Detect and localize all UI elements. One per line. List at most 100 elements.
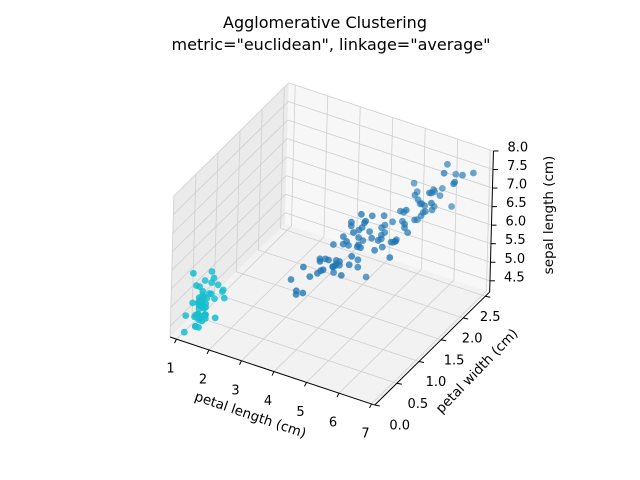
data-point xyxy=(195,324,202,331)
data-point xyxy=(355,234,362,241)
data-point xyxy=(386,254,394,261)
z-gridline xyxy=(172,119,289,234)
data-point xyxy=(417,212,425,220)
data-point xyxy=(381,229,389,236)
data-point xyxy=(354,256,362,264)
data-point xyxy=(330,241,337,248)
data-point xyxy=(426,189,433,197)
data-point xyxy=(287,276,295,283)
data-point xyxy=(292,287,300,295)
data-point xyxy=(374,236,382,244)
z-gridline xyxy=(171,156,288,271)
data-point xyxy=(450,180,457,188)
data-point xyxy=(357,244,364,252)
x-tick-mark xyxy=(271,371,275,376)
x-tick-mark xyxy=(174,338,177,344)
x-gridline xyxy=(486,149,491,291)
y-tick-mark xyxy=(485,295,491,298)
x-gridline xyxy=(306,268,422,383)
x-tick-label: 6 xyxy=(329,416,337,431)
y-gridline xyxy=(236,271,442,341)
y-gridline xyxy=(280,87,285,229)
data-point xyxy=(440,169,448,177)
x-gridline xyxy=(388,117,394,259)
data-point xyxy=(347,222,355,230)
data-point xyxy=(330,269,337,276)
z-tick-label: 7.0 xyxy=(506,178,527,193)
data-point xyxy=(354,263,362,271)
data-point xyxy=(410,179,418,187)
chart-title-line-2: metric="euclidean", linkage="average" xyxy=(172,35,491,54)
x-tick-mark xyxy=(206,349,210,355)
z-tick-label: 4.5 xyxy=(504,270,525,285)
z-gridline xyxy=(288,82,494,152)
y-tick-mark xyxy=(463,317,469,320)
x-tick-label: 5 xyxy=(296,405,304,420)
axes-panes xyxy=(170,82,494,406)
data-points xyxy=(180,160,477,336)
x-gridline xyxy=(371,290,487,405)
data-point xyxy=(199,291,207,299)
data-point xyxy=(343,238,350,245)
data-point xyxy=(428,206,436,214)
data-point xyxy=(194,310,202,318)
data-point xyxy=(350,229,357,236)
x-tick-mark xyxy=(336,392,340,398)
data-point xyxy=(401,224,408,232)
data-point xyxy=(337,272,345,279)
x-gridline xyxy=(356,106,361,248)
z-tick-label: 8.0 xyxy=(507,140,528,155)
data-point xyxy=(325,256,332,264)
data-point xyxy=(202,311,209,319)
z-gridline xyxy=(173,82,290,197)
z-tick-label: 7.5 xyxy=(507,159,528,174)
z-gridline xyxy=(170,193,287,308)
y-gridline xyxy=(280,227,486,297)
data-point xyxy=(411,216,418,224)
data-point xyxy=(438,185,446,192)
data-point xyxy=(452,170,460,178)
data-point xyxy=(336,258,343,265)
x-gridline xyxy=(421,128,426,270)
data-point xyxy=(180,328,188,336)
y-axis-line xyxy=(374,291,491,406)
data-point xyxy=(402,206,410,214)
z-gridline xyxy=(286,175,492,245)
back-wall-pane xyxy=(284,82,494,292)
y-tick-mark xyxy=(440,339,447,342)
y-tick-label: 0.0 xyxy=(389,419,410,434)
data-point xyxy=(300,263,307,271)
data-point xyxy=(182,312,190,319)
chart-title-line-1: Agglomerative Clustering xyxy=(223,13,427,32)
y-gridline xyxy=(169,196,175,338)
z-gridline xyxy=(287,138,493,207)
y-tick-label: 1.5 xyxy=(444,353,465,368)
data-point xyxy=(201,277,209,284)
tick-labels: 1 2 3 4 5 6 7 0.0 0.5 1.0 1.5 2.0 2.5 4.5 5.0 5.5 6.0 6.5… xyxy=(166,140,528,441)
data-point xyxy=(205,290,213,297)
data-point xyxy=(218,288,226,295)
data-point xyxy=(378,243,386,251)
z-axis-label: sepal length (cm) xyxy=(541,156,557,275)
x-gridline xyxy=(453,139,459,281)
data-point xyxy=(459,171,466,179)
x-tick-label: 2 xyxy=(199,372,207,387)
y-gridline xyxy=(235,130,241,272)
x-gridline xyxy=(323,95,329,237)
z-tick-label: 5.5 xyxy=(505,233,526,248)
data-point xyxy=(444,160,451,168)
data-point xyxy=(190,269,197,277)
x-tick-mark xyxy=(369,403,372,409)
z-gridline xyxy=(171,175,287,290)
x-axis-label: petal length (cm) xyxy=(192,389,308,442)
data-point xyxy=(316,257,324,265)
y-gridline xyxy=(214,293,420,362)
x-tick-mark xyxy=(304,382,307,387)
data-point xyxy=(331,262,339,270)
y-gridline xyxy=(258,109,263,251)
y-gridline xyxy=(191,314,397,384)
data-point xyxy=(211,295,218,302)
x-tick-label: 4 xyxy=(264,394,272,409)
data-point xyxy=(319,266,327,274)
